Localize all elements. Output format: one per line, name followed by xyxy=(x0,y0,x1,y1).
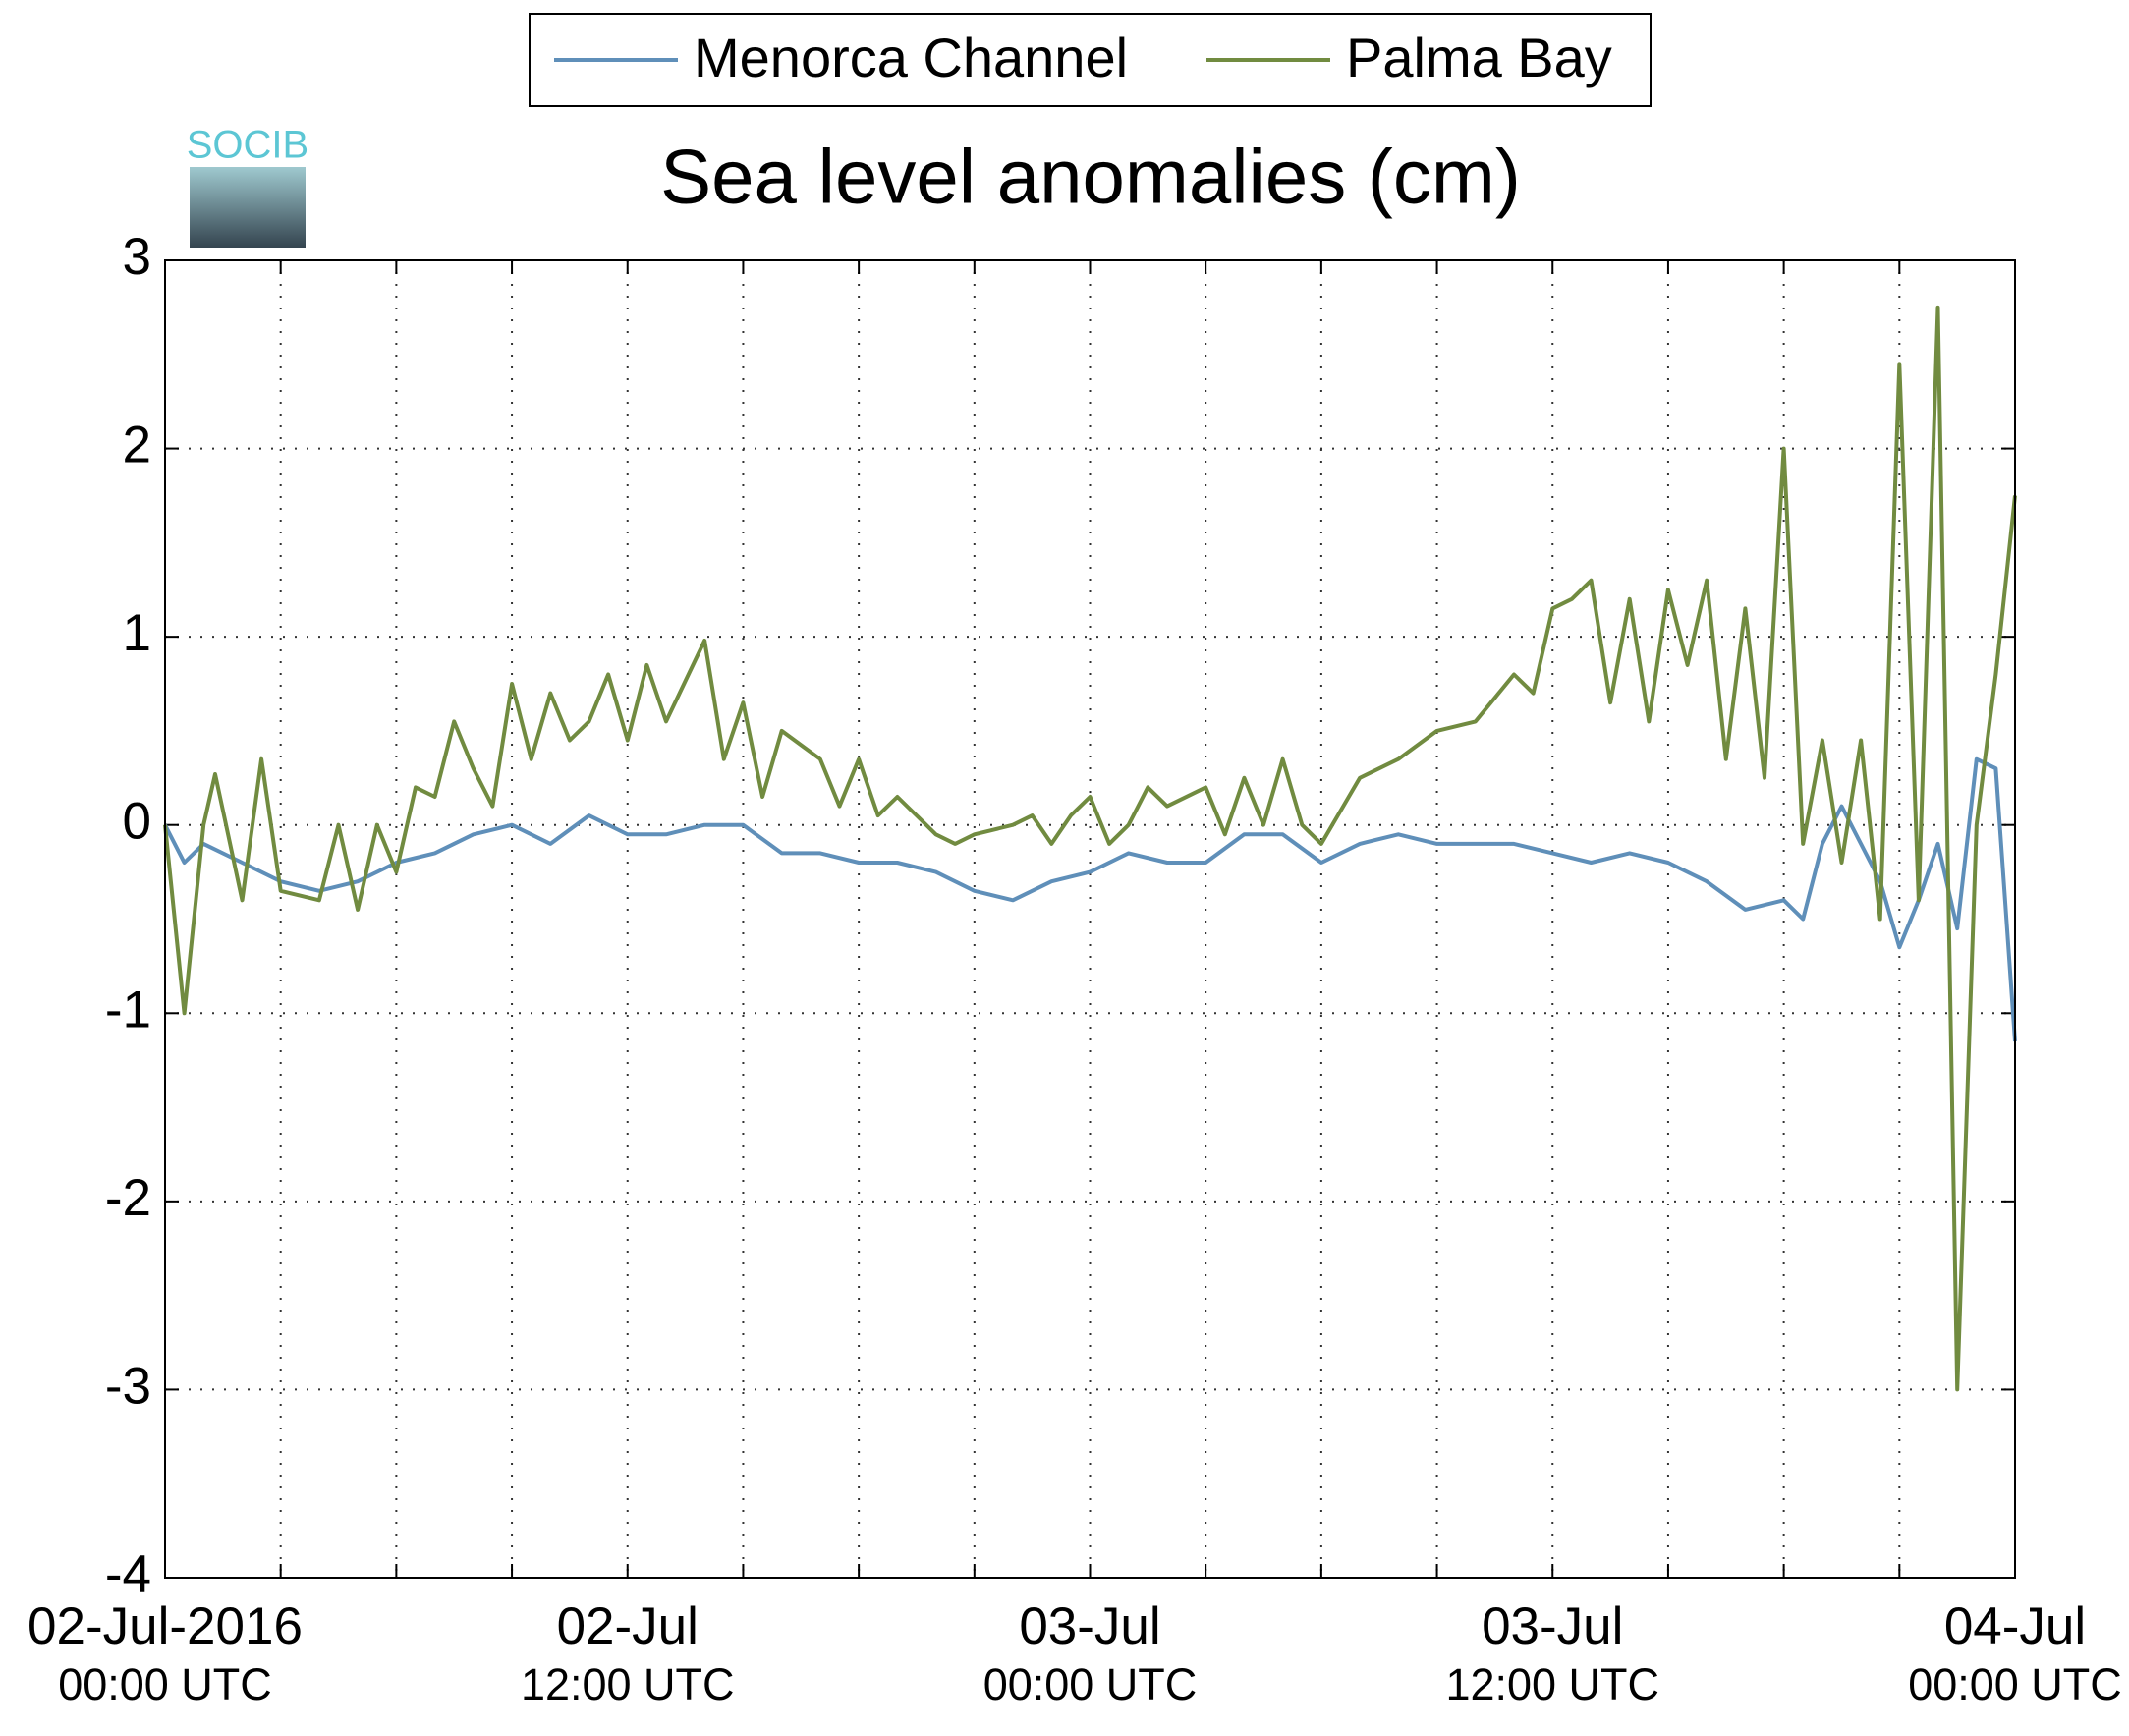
y-tick-label: -3 xyxy=(105,1357,151,1415)
y-tick-label: 1 xyxy=(123,604,151,662)
series-line xyxy=(163,305,2017,1392)
y-tick-label: 2 xyxy=(123,417,151,475)
x-tick-label: 02-Jul xyxy=(557,1597,699,1655)
y-tick-label: -1 xyxy=(105,980,151,1038)
legend-box xyxy=(529,13,1652,107)
x-tick-sublabel: 12:00 UTC xyxy=(521,1659,735,1709)
logo-wave xyxy=(190,167,306,248)
x-tick-label: 03-Jul xyxy=(1019,1597,1160,1655)
y-tick-label: -2 xyxy=(105,1169,151,1227)
logo-text: SOCIB xyxy=(187,124,308,167)
x-tick-label: 02-Jul-2016 xyxy=(28,1597,303,1655)
x-tick-sublabel: 00:00 UTC xyxy=(983,1659,1198,1709)
legend-label: Menorca Channel xyxy=(694,27,1128,88)
y-tick-label: 0 xyxy=(123,793,151,851)
plot-frame xyxy=(164,259,2016,1579)
chart-title: Sea level anomalies (cm) xyxy=(660,134,1521,220)
y-tick-label: 3 xyxy=(123,228,151,286)
x-tick-label: 04-Jul xyxy=(1944,1597,2086,1655)
x-tick-sublabel: 00:00 UTC xyxy=(1908,1659,2122,1709)
y-tick-label: -4 xyxy=(105,1545,151,1603)
x-tick-label: 03-Jul xyxy=(1482,1597,1623,1655)
x-tick-sublabel: 00:00 UTC xyxy=(58,1659,272,1709)
x-tick-sublabel: 12:00 UTC xyxy=(1445,1659,1659,1709)
series-line xyxy=(163,756,2017,1042)
legend-label: Palma Bay xyxy=(1346,27,1612,88)
